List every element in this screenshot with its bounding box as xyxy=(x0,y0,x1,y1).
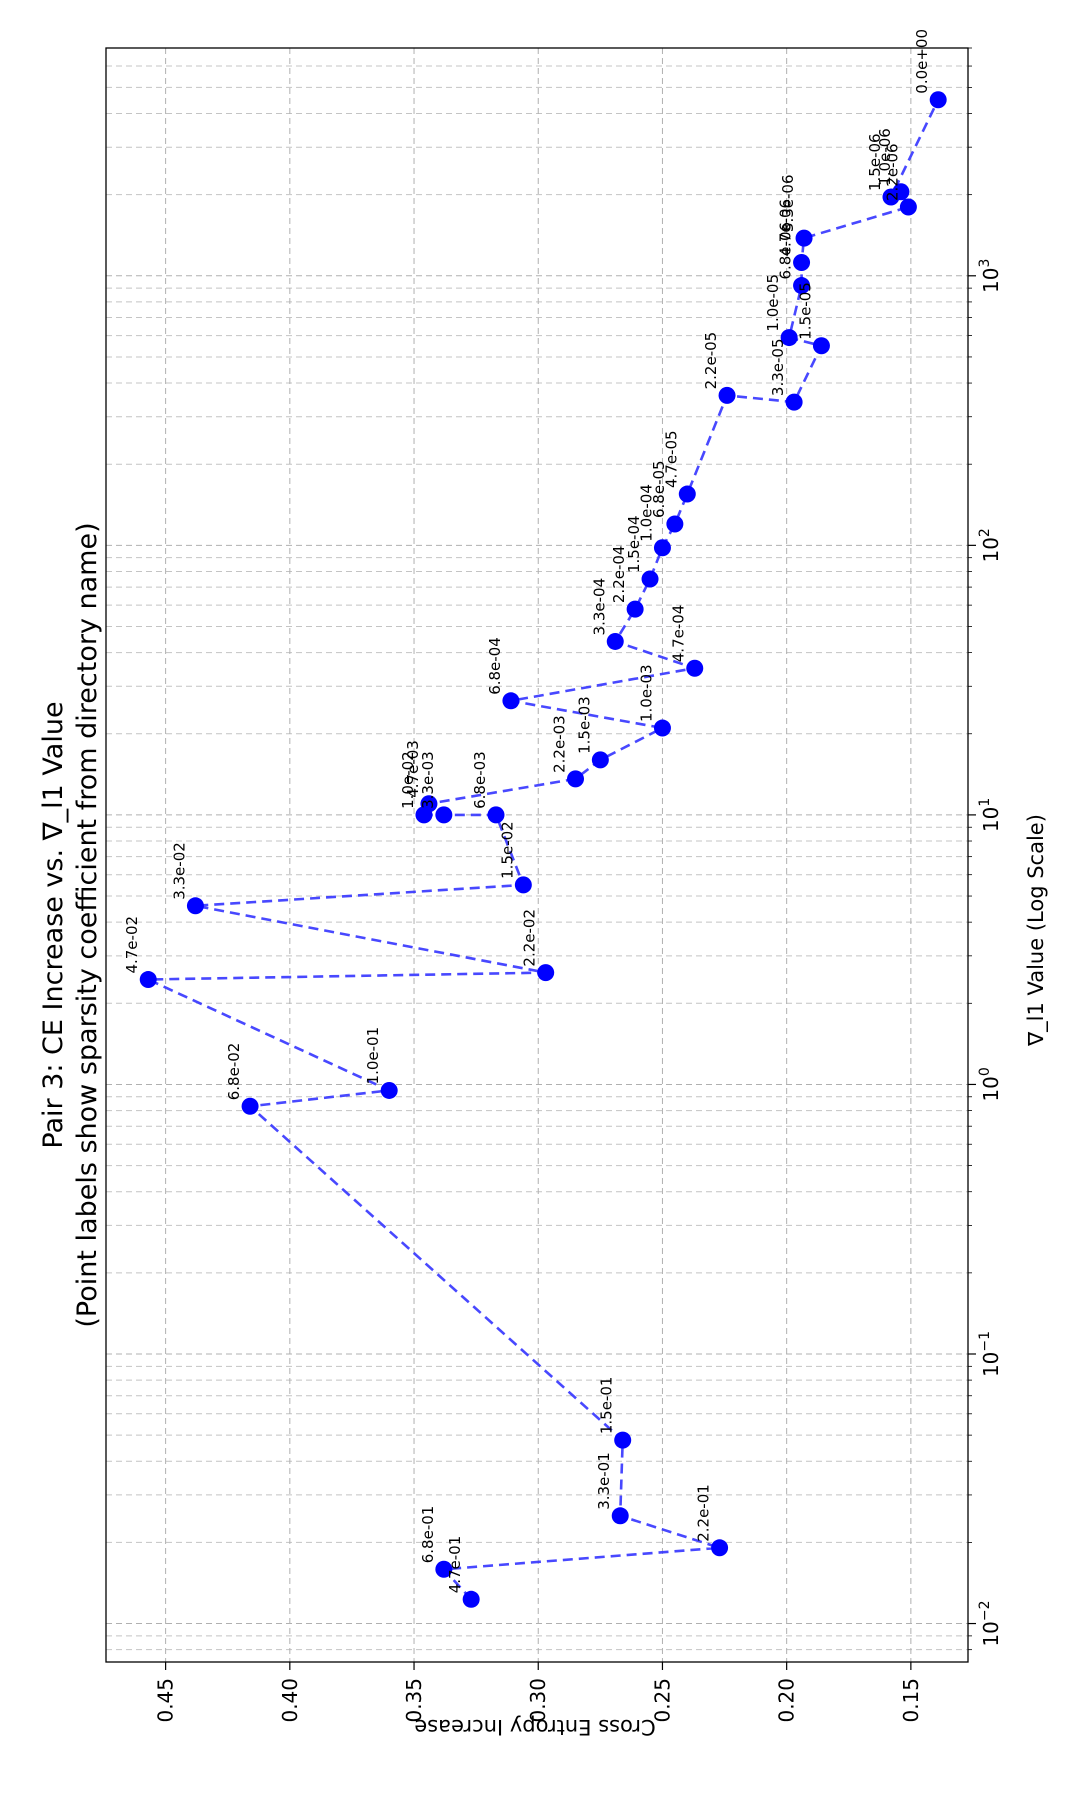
data-point xyxy=(462,1590,480,1608)
data-point xyxy=(653,539,671,557)
data-point xyxy=(812,337,830,355)
data-point xyxy=(929,91,947,109)
point-label: 0.0e+00 xyxy=(913,29,931,94)
point-label: 1.0e-02 xyxy=(399,751,417,809)
chart-title-line-1: Pair 3: CE Increase vs. ∇_l1 Value xyxy=(38,701,69,1148)
data-point xyxy=(591,751,609,769)
data-point xyxy=(653,719,671,737)
point-label: 1.5e-02 xyxy=(498,821,516,879)
y-tick-labels: 0.15 0.20 0.25 0.30 0.35 0.40 0.45 xyxy=(154,1678,923,1723)
point-label: 1.5e-01 xyxy=(598,1377,616,1435)
point-label: 2.2e-02 xyxy=(521,909,539,967)
point-label: 1.0e-05 xyxy=(764,274,782,332)
data-point xyxy=(882,188,900,206)
y-tick-label: 0.30 xyxy=(526,1678,550,1723)
data-point xyxy=(614,1431,632,1449)
point-label: 6.8e-03 xyxy=(471,751,489,809)
data-point xyxy=(487,806,505,824)
data-point xyxy=(678,485,696,503)
x-tick-label: 100 xyxy=(977,1067,1003,1101)
point-label: 2.2e-04 xyxy=(610,546,628,604)
data-point xyxy=(611,1507,629,1525)
point-label: 3.3e-02 xyxy=(170,842,188,900)
point-label: 2.2e-03 xyxy=(551,715,569,773)
point-label: 1.0e-04 xyxy=(637,484,655,542)
point-label: 2.2e-01 xyxy=(695,1484,713,1542)
x-tick-label: 10−1 xyxy=(977,1331,1003,1377)
data-point xyxy=(641,570,659,588)
data-point xyxy=(626,600,644,618)
data-point xyxy=(899,198,917,216)
y-tick-label: 0.15 xyxy=(899,1678,923,1723)
data-point xyxy=(793,277,811,295)
y-axis-label: Cross Entropy Increase xyxy=(414,1715,655,1739)
x-tick-label: 103 xyxy=(977,259,1003,293)
axis-ticks xyxy=(165,47,976,1670)
grid xyxy=(106,47,968,1662)
point-label: 6.8e-01 xyxy=(419,1506,437,1564)
point-label: 3.3e-06 xyxy=(779,174,797,232)
point-label: 1.5e-05 xyxy=(796,282,814,340)
point-label: 6.8e-04 xyxy=(486,637,504,695)
point-label: 1.0e-01 xyxy=(364,1027,382,1085)
point-label: 3.3e-05 xyxy=(769,338,787,396)
point-label: 3.3e-04 xyxy=(590,578,608,636)
x-tick-label: 101 xyxy=(977,798,1003,832)
y-tick-label: 0.35 xyxy=(402,1678,426,1723)
data-point xyxy=(780,329,798,347)
data-point xyxy=(795,229,813,247)
data-point xyxy=(502,692,520,710)
point-label: 4.7e-02 xyxy=(123,916,141,974)
data-point xyxy=(686,659,704,677)
data-point xyxy=(186,897,204,915)
data-point xyxy=(380,1081,398,1099)
y-tick-label: 0.45 xyxy=(154,1678,178,1723)
data-point xyxy=(718,386,736,404)
point-label: 1.5e-04 xyxy=(625,515,643,573)
point-label: 2.2e-05 xyxy=(702,332,720,390)
y-tick-label: 0.25 xyxy=(650,1678,674,1723)
y-tick-label: 0.40 xyxy=(278,1678,302,1723)
data-points xyxy=(139,91,947,1608)
x-tick-label: 102 xyxy=(977,528,1003,562)
data-point xyxy=(514,876,532,894)
data-point xyxy=(711,1539,729,1557)
point-label: 4.7e-01 xyxy=(446,1536,464,1594)
point-label: 2.2e-06 xyxy=(883,143,901,201)
data-point xyxy=(435,1560,453,1578)
data-point xyxy=(420,795,438,813)
data-point xyxy=(435,806,453,824)
x-tick-label: 10−2 xyxy=(977,1600,1003,1646)
point-label: 6.8e-05 xyxy=(650,460,668,518)
x-tick-labels: 10−2 10−1 100 101 102 103 xyxy=(977,259,1003,1647)
data-point xyxy=(567,770,585,788)
point-label: 1.5e-03 xyxy=(575,696,593,754)
data-point xyxy=(785,393,803,411)
point-label: 4.7e-04 xyxy=(670,605,688,663)
data-point xyxy=(139,971,157,989)
point-label: 3.3e-01 xyxy=(595,1452,613,1510)
data-point xyxy=(241,1097,259,1115)
plot-frame xyxy=(105,47,969,1663)
point-label: 4.7e-06 xyxy=(777,199,795,257)
chart-title-line-2: (Point labels show sparsity coefficient … xyxy=(72,522,103,1327)
point-label: 3.3e-03 xyxy=(419,751,437,809)
data-point xyxy=(537,964,555,982)
point-label: 4.7e-05 xyxy=(662,430,680,488)
data-point xyxy=(793,254,811,272)
x-axis-label: ∇_l1 Value (Log Scale) xyxy=(1024,814,1049,1047)
point-label: 4.7e-03 xyxy=(404,740,422,798)
point-label: 1.5e-06 xyxy=(866,133,884,191)
y-tick-label: 0.20 xyxy=(775,1678,799,1723)
point-label: 1.0e-03 xyxy=(637,664,655,722)
series-line xyxy=(147,99,940,1601)
point-label: 6.8e-06 xyxy=(777,222,795,280)
point-label: 6.8e-02 xyxy=(225,1043,243,1101)
data-point xyxy=(666,515,684,533)
data-point xyxy=(606,632,624,650)
point-labels: 4.7e-01 6.8e-01 2.2e-01 3.3e-01 1.5e-01 6.8e-… xyxy=(123,29,931,1593)
point-label: 1.0e-06 xyxy=(876,128,894,186)
